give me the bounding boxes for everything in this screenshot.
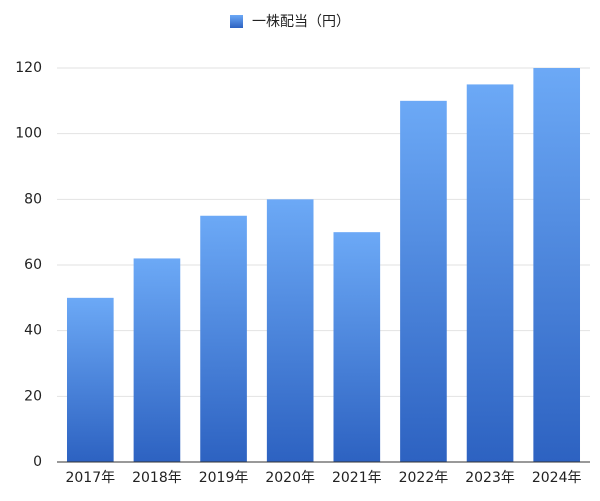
y-tick-label: 60 bbox=[24, 257, 42, 273]
x-tick-label: 2020年 bbox=[265, 470, 315, 486]
legend-label: 一株配当（円） bbox=[252, 14, 350, 30]
y-tick-label: 0 bbox=[33, 454, 42, 470]
bar bbox=[266, 199, 314, 463]
y-tick-label: 80 bbox=[24, 191, 42, 207]
bar bbox=[466, 84, 514, 463]
y-tick-label: 100 bbox=[15, 126, 42, 142]
legend-swatch bbox=[230, 15, 243, 28]
x-tick-label: 2017年 bbox=[65, 470, 115, 486]
x-tick-label: 2019年 bbox=[199, 470, 249, 486]
y-tick-label: 20 bbox=[24, 388, 42, 404]
bar bbox=[400, 100, 447, 462]
y-tick-label: 120 bbox=[15, 60, 42, 76]
x-tick-label: 2024年 bbox=[532, 470, 582, 486]
bar bbox=[533, 68, 581, 462]
y-tick-label: 40 bbox=[24, 323, 42, 339]
bar bbox=[133, 258, 181, 462]
bar bbox=[333, 232, 381, 462]
x-tick-label: 2021年 bbox=[332, 470, 382, 486]
x-tick-label: 2022年 bbox=[399, 470, 449, 486]
bar bbox=[66, 297, 114, 462]
bar bbox=[200, 215, 247, 462]
x-tick-label: 2018年 bbox=[132, 470, 182, 486]
x-tick-label: 2023年 bbox=[465, 470, 515, 486]
